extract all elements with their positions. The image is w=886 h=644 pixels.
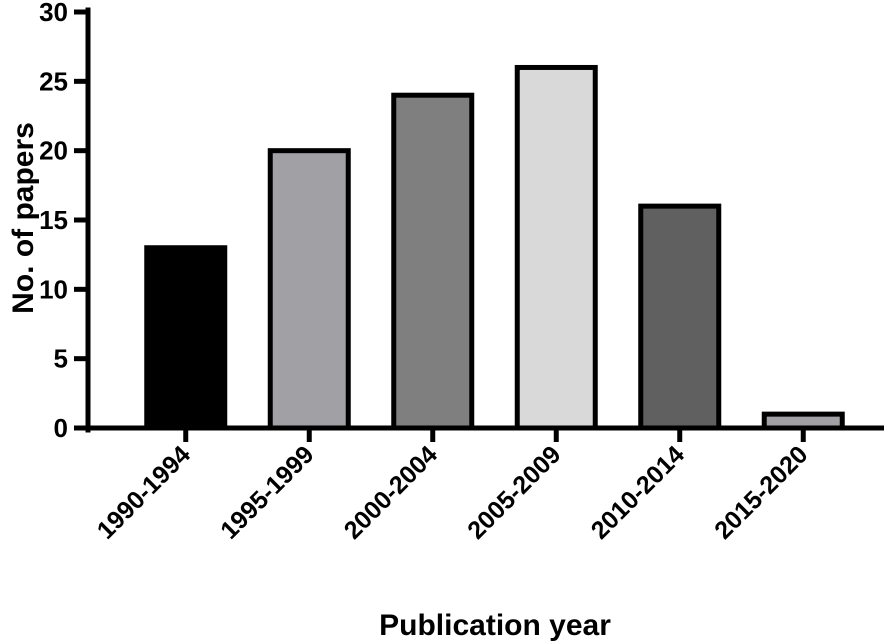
y-tick-label-25: 25 — [39, 66, 68, 96]
bars-layer — [144, 64, 845, 431]
y-tick-label-30: 30 — [39, 0, 68, 27]
bar-2010-2014 — [638, 203, 722, 431]
x-tick-label-1990-1994: 1990-1994 — [92, 440, 196, 544]
bar-1995-1999 — [267, 148, 351, 431]
x-tick-label-2010-2014: 2010-2014 — [586, 440, 690, 544]
y-tick-label-10: 10 — [39, 274, 68, 304]
x-tick-label-2015-2020: 2015-2020 — [709, 440, 813, 544]
y-tick-label-5: 5 — [54, 344, 68, 374]
bar-2000-2004 — [391, 92, 475, 431]
x-tick-label-1995-1999: 1995-1999 — [215, 440, 319, 544]
y-tick-label-20: 20 — [39, 136, 68, 166]
x-tick-label-2000-2004: 2000-2004 — [339, 440, 443, 544]
axes-layer — [74, 7, 884, 442]
y-tick-label-15: 15 — [39, 205, 68, 235]
y-tick-label-0: 0 — [54, 413, 68, 443]
bar-1990-1994 — [144, 245, 228, 431]
x-tick-label-2005-2009: 2005-2009 — [462, 440, 566, 544]
bar-2005-2009 — [514, 64, 598, 431]
x-axis-title: Publication year — [379, 609, 611, 642]
y-axis-title: No. of papers — [7, 122, 40, 314]
